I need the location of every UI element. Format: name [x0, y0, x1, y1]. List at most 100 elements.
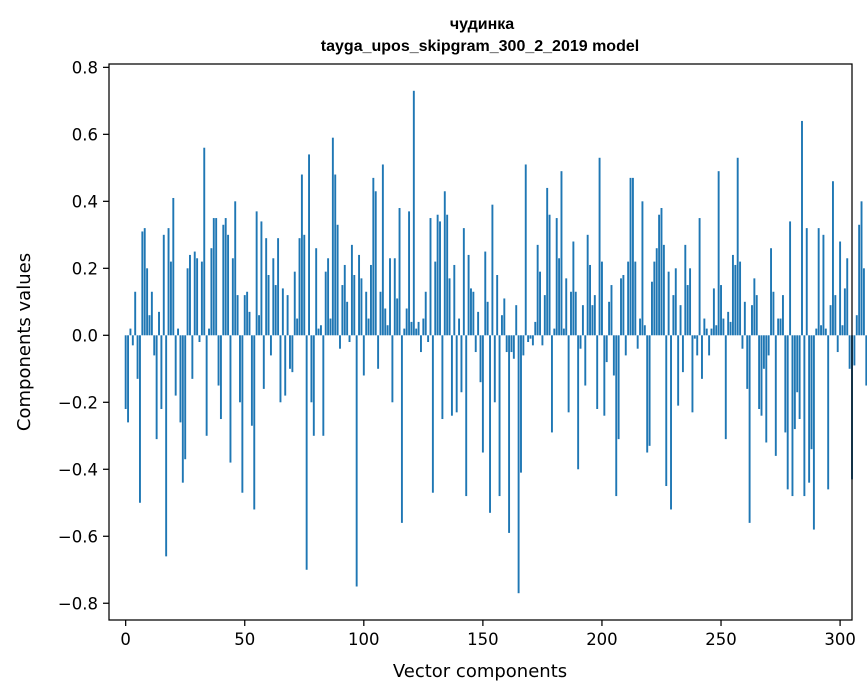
bar: [422, 318, 425, 336]
bar: [181, 335, 184, 483]
bar: [353, 275, 356, 336]
bar: [862, 268, 865, 336]
bar: [412, 90, 415, 336]
bar: [403, 328, 406, 336]
bar: [336, 224, 339, 336]
bar: [331, 137, 334, 336]
bar: [577, 335, 580, 470]
bar: [751, 305, 753, 336]
bar: [298, 238, 301, 336]
bar: [510, 335, 513, 353]
y-tick-label: −0.4: [58, 460, 98, 479]
bar: [384, 308, 387, 336]
bar: [515, 305, 518, 336]
bar: [805, 228, 808, 336]
bar: [536, 244, 539, 336]
x-tick-label: 250: [705, 630, 737, 649]
bar: [665, 335, 668, 487]
bar: [446, 214, 449, 336]
bar: [660, 208, 663, 336]
bar: [158, 311, 160, 336]
x-axis-label: Vector components: [393, 661, 567, 682]
bar: [212, 218, 215, 336]
bar: [174, 335, 177, 396]
bar: [812, 335, 815, 530]
bar: [477, 311, 480, 336]
bar: [839, 241, 842, 336]
bar: [579, 335, 582, 349]
bar: [334, 174, 337, 336]
bar: [832, 181, 834, 336]
bar: [196, 258, 199, 336]
bar: [391, 335, 394, 403]
bar: [727, 311, 730, 336]
bar: [396, 298, 399, 336]
bar: [172, 197, 175, 336]
bar: [762, 335, 765, 369]
bar: [424, 291, 427, 336]
bar: [774, 335, 777, 456]
bar: [272, 258, 275, 336]
bar: [362, 335, 365, 376]
bar: [524, 164, 527, 336]
bar: [129, 328, 132, 336]
bar: [505, 335, 508, 353]
bar: [234, 201, 237, 336]
bar: [460, 335, 463, 393]
bar: [670, 335, 672, 510]
bar: [627, 261, 630, 336]
y-tick-label: 0.6: [72, 125, 98, 144]
bar: [141, 231, 144, 336]
bar: [562, 328, 565, 336]
bar: [453, 264, 456, 336]
bar: [393, 258, 396, 336]
bar: [591, 305, 594, 336]
bar: [853, 335, 856, 366]
bar: [565, 278, 568, 336]
bar: [634, 261, 637, 336]
bar: [691, 335, 694, 413]
bar: [779, 318, 782, 336]
bar: [134, 291, 137, 336]
bar: [603, 335, 606, 416]
bar: [420, 335, 422, 353]
bar: [127, 335, 130, 423]
bar: [150, 291, 153, 336]
y-tick-label: −0.2: [58, 393, 98, 412]
bar: [810, 335, 813, 450]
bar: [601, 261, 603, 336]
bar: [803, 335, 806, 497]
bar: [410, 321, 413, 336]
bar: [841, 325, 844, 336]
bar: [710, 328, 713, 336]
bar: [248, 311, 251, 336]
x-tick-label: 200: [586, 630, 618, 649]
bar: [322, 335, 325, 436]
bar: [317, 328, 320, 336]
bar: [615, 335, 618, 497]
y-tick-label: 0.4: [72, 192, 98, 211]
bar: [355, 335, 358, 587]
bar: [586, 234, 589, 336]
bar: [672, 295, 675, 336]
bar: [389, 258, 391, 336]
bar: [529, 335, 532, 339]
bar: [289, 335, 291, 369]
bar: [772, 291, 775, 336]
bar: [605, 335, 608, 363]
bar: [598, 157, 601, 336]
bar: [324, 271, 327, 336]
bar: [705, 328, 708, 336]
bar: [215, 218, 218, 336]
bar: [815, 328, 818, 336]
bar: [439, 221, 441, 336]
bar: [217, 335, 220, 386]
bar: [734, 264, 737, 336]
bar: [398, 208, 401, 336]
bar: [224, 218, 227, 336]
bar: [784, 335, 787, 433]
bar: [620, 278, 622, 336]
bar: [546, 187, 549, 336]
bar: [372, 177, 375, 336]
bar: [531, 335, 534, 346]
